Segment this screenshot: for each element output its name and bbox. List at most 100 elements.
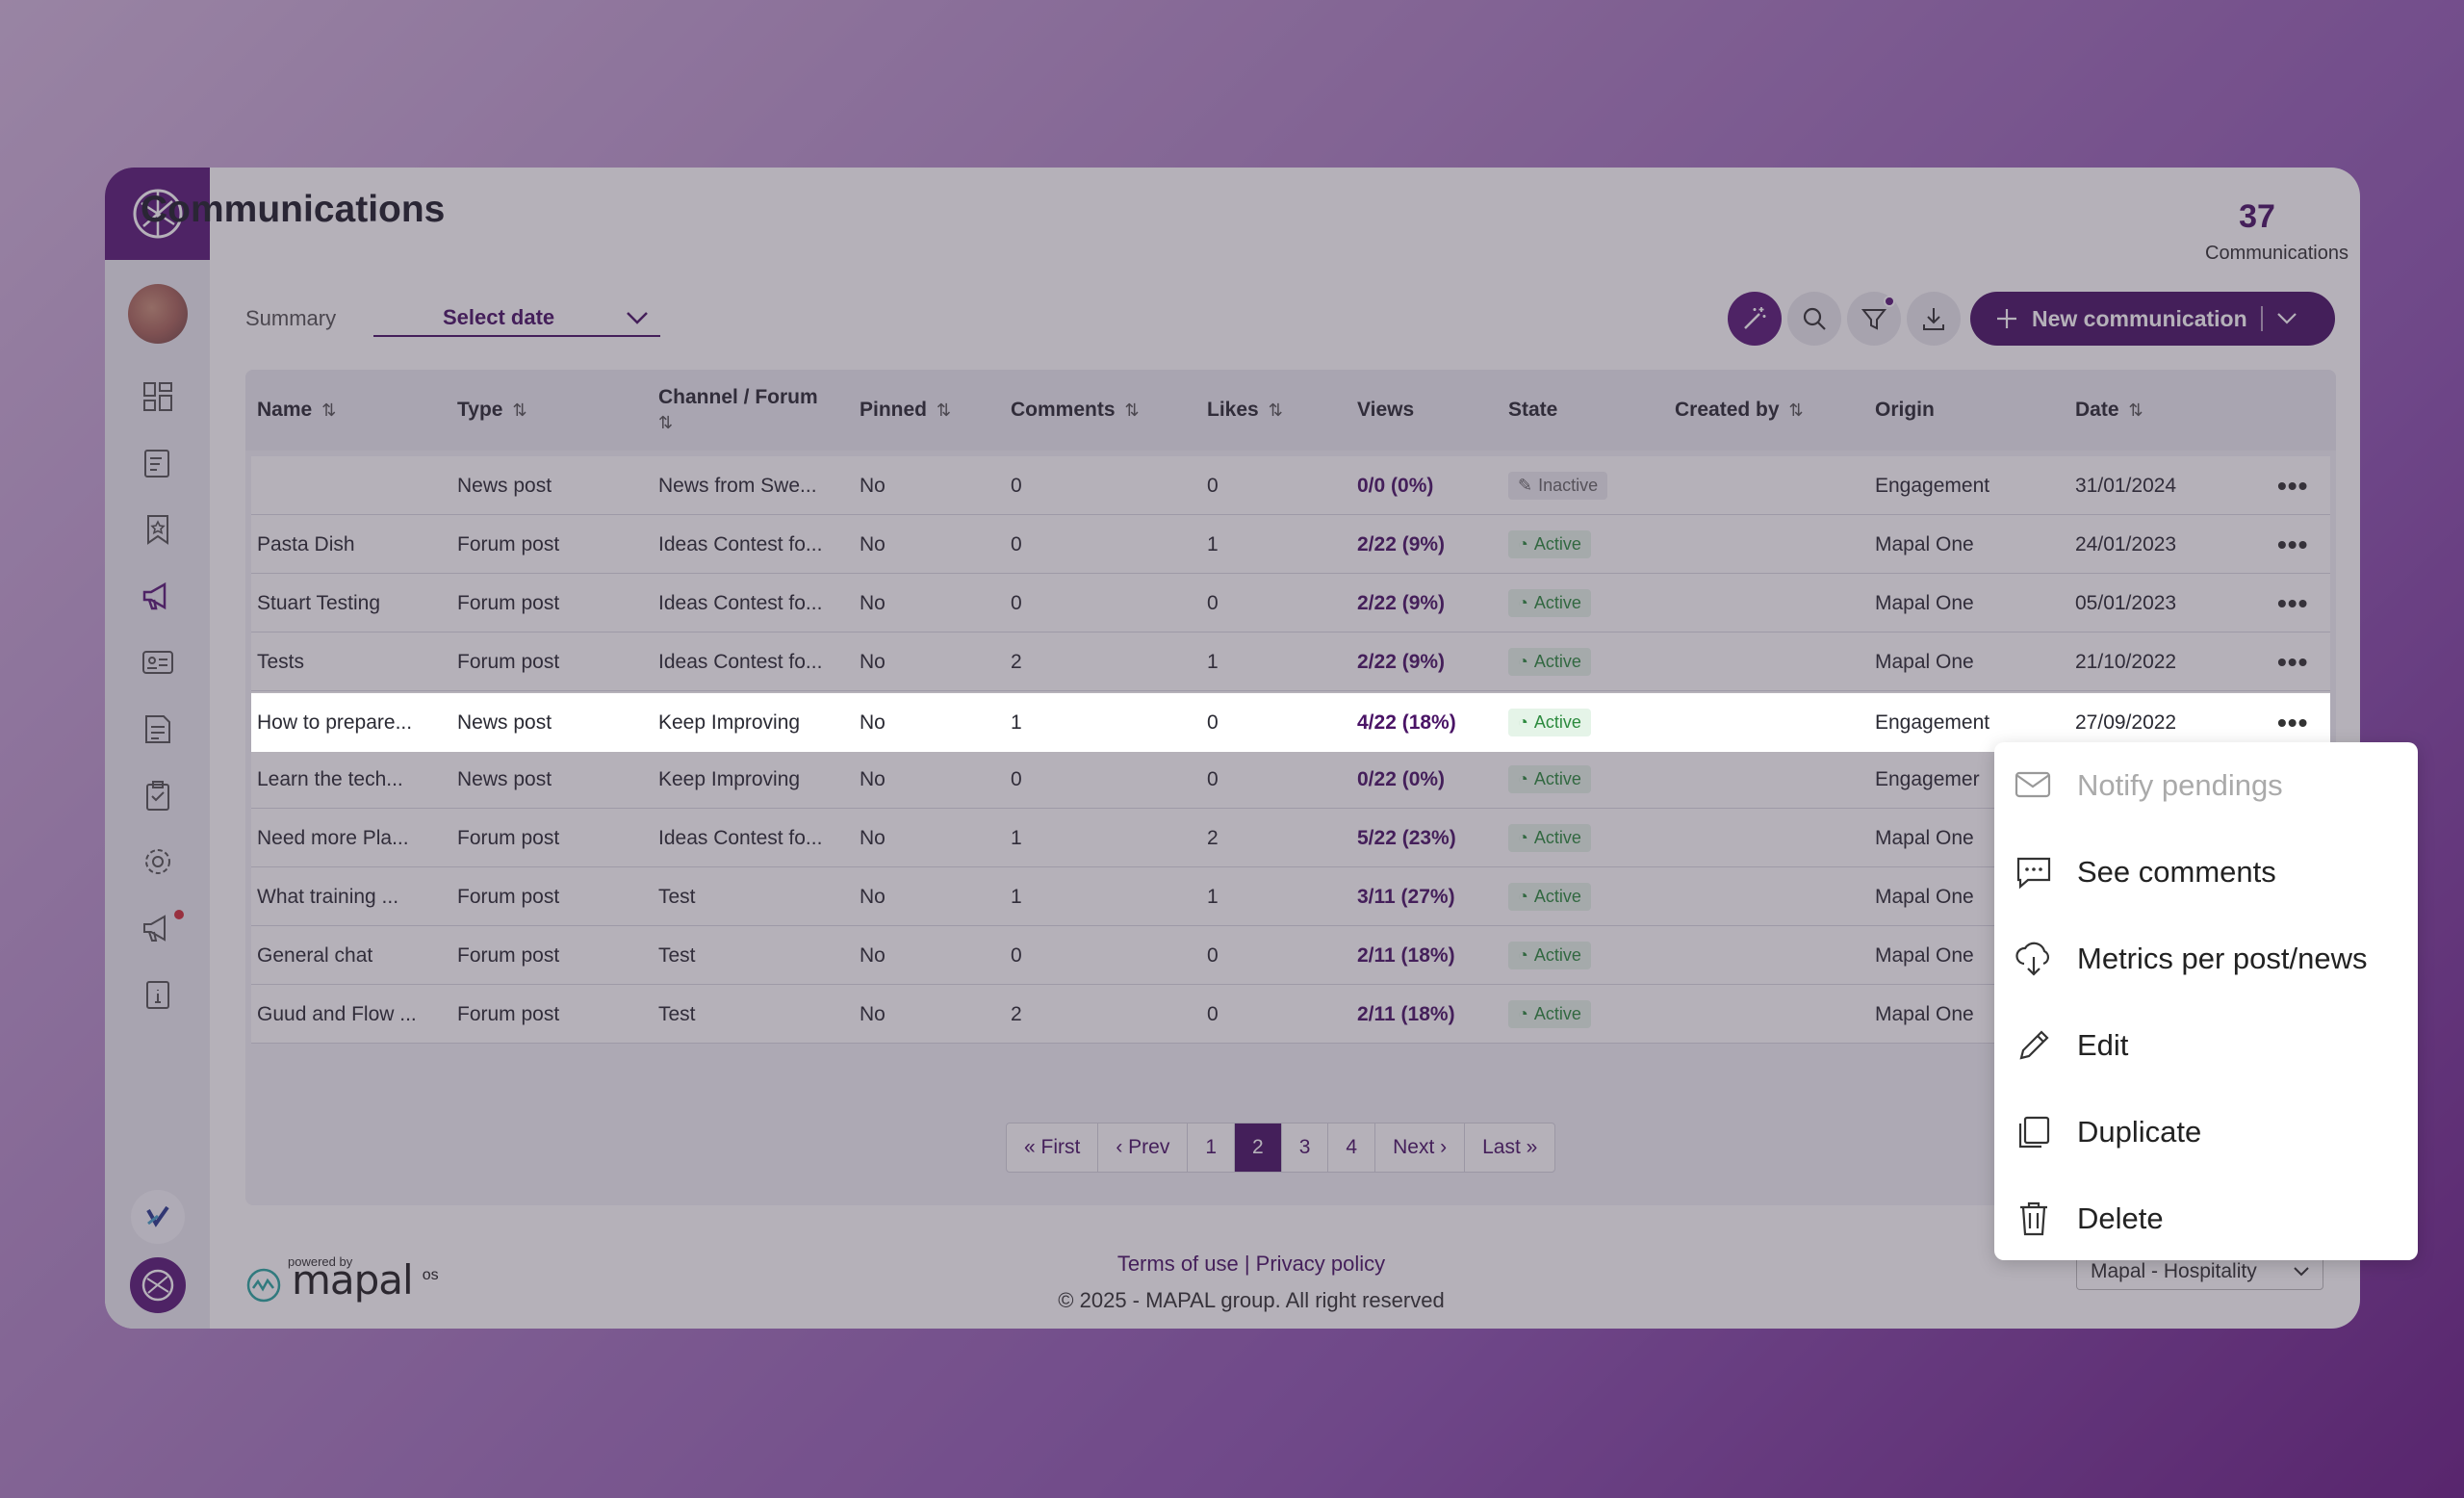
table-row[interactable]: News post News from Swe... No 0 0 0/0 (0%) ✎ In… <box>251 456 2330 515</box>
clipboard-icon[interactable] <box>105 762 210 828</box>
cell-likes: 1 <box>1207 532 1219 555</box>
document-icon[interactable] <box>105 695 210 762</box>
menu-item-edit[interactable]: Edit <box>1994 1002 2418 1089</box>
header-type[interactable]: Type ⇅ <box>457 399 527 421</box>
cell-state: ◔Active <box>1508 574 1591 633</box>
info-icon[interactable] <box>105 961 210 1027</box>
more-options-icon[interactable]: ••• <box>2277 587 2309 618</box>
page-button[interactable]: 1 <box>1188 1124 1236 1172</box>
cell-date: 24/01/2023 <box>2075 532 2177 555</box>
more-options-icon[interactable]: ••• <box>2277 529 2309 559</box>
app-logo[interactable] <box>105 168 210 260</box>
cell-comments: 0 <box>1011 532 1022 555</box>
magic-wand-icon <box>1744 307 1766 329</box>
globe-app-icon[interactable] <box>129 1257 186 1313</box>
table-row[interactable]: Learn the tech... News post Keep Improving… <box>251 750 2330 809</box>
page-button[interactable]: ‹ Prev <box>1098 1124 1189 1172</box>
header-comments[interactable]: Comments ⇅ <box>1011 399 1140 421</box>
mapal-switch-icon[interactable] <box>130 1190 185 1244</box>
cell-views[interactable]: 0/0 (0%) <box>1357 474 1434 497</box>
filter-button[interactable] <box>1847 292 1901 346</box>
cell-state: ◔Active <box>1508 985 1591 1044</box>
menu-item-delete[interactable]: Delete <box>1994 1175 2418 1262</box>
table-row[interactable]: General chat Forum post Test No 0 0 2/11 (18%)… <box>251 926 2330 985</box>
cell-views[interactable]: 2/22 (9%) <box>1357 650 1446 673</box>
gear-icon[interactable] <box>105 828 210 894</box>
avatar[interactable] <box>127 284 188 344</box>
announcement-icon[interactable] <box>105 894 210 961</box>
cell-likes: 0 <box>1207 767 1219 790</box>
header-date[interactable]: Date ⇅ <box>2075 399 2143 421</box>
table-row[interactable]: What training ... Forum post Test No 1 1 3/11 … <box>251 867 2330 926</box>
chevron-down-icon[interactable] <box>2276 312 2297 325</box>
cell-channel: Ideas Contest fo... <box>658 650 823 673</box>
page-button[interactable]: 4 <box>1328 1124 1376 1172</box>
cell-views[interactable]: 3/11 (27%) <box>1357 885 1455 908</box>
more-options-icon[interactable]: ••• <box>2277 646 2309 677</box>
menu-item-see-comments[interactable]: See comments <box>1994 829 2418 916</box>
cell-channel: Test <box>658 943 696 967</box>
status-badge: ✎ Inactive <box>1508 472 1608 500</box>
status-badge: ◔Active <box>1508 1000 1591 1028</box>
table-row[interactable]: How to prepare... News post Keep Improving… <box>251 693 2330 752</box>
cell-views[interactable]: 2/11 (18%) <box>1357 1002 1455 1025</box>
menu-item-notify-pendings[interactable]: Notify pendings <box>1994 742 2418 829</box>
download-button[interactable] <box>1907 292 1961 346</box>
header-channel[interactable]: Channel / Forum ⇅ <box>658 370 818 451</box>
table-row[interactable]: Need more Pla... Forum post Ideas Contest … <box>251 809 2330 867</box>
table-row[interactable]: Pasta Dish Forum post Ideas Contest fo... N… <box>251 515 2330 574</box>
header-created-by[interactable]: Created by ⇅ <box>1675 399 1804 421</box>
menu-item-metrics-per-post-news[interactable]: Metrics per post/news <box>1994 916 2418 1002</box>
cell-channel: Keep Improving <box>658 710 801 734</box>
page-button[interactable]: « First <box>1007 1124 1099 1172</box>
header-name[interactable]: Name ⇅ <box>257 399 337 421</box>
cell-views[interactable]: 5/22 (23%) <box>1357 826 1456 849</box>
cell-channel: Ideas Contest fo... <box>658 826 823 849</box>
cell-name: Guud and Flow ... <box>257 1002 417 1025</box>
cell-name: General chat <box>257 943 373 967</box>
status-badge: ◔Active <box>1508 942 1591 969</box>
cell-views[interactable]: 4/22 (18%) <box>1357 710 1456 734</box>
date-select-value: Select date <box>443 305 555 329</box>
page-button[interactable]: 3 <box>1282 1124 1329 1172</box>
highlighted-row[interactable]: How to prepare... News post Keep Improving… <box>251 693 2330 752</box>
table-row[interactable]: Stuart Testing Forum post Ideas Contest fo… <box>251 574 2330 633</box>
page-button[interactable]: Next › <box>1375 1124 1466 1172</box>
date-select[interactable]: Select date <box>373 300 660 337</box>
cell-origin: Engagement <box>1875 710 1990 734</box>
cell-type: News post <box>457 710 552 734</box>
id-card-icon[interactable] <box>105 629 210 695</box>
table-row[interactable]: Tests Forum post Ideas Contest fo... No 2 1 2/… <box>251 633 2330 691</box>
table-row[interactable]: Guud and Flow ... Forum post Test No 2 0 2/11 … <box>251 985 2330 1044</box>
notepad-icon[interactable] <box>105 429 210 496</box>
more-options-icon[interactable]: ••• <box>2277 707 2309 737</box>
header-pinned[interactable]: Pinned ⇅ <box>860 399 952 421</box>
search-button[interactable] <box>1787 292 1841 346</box>
cell-views[interactable]: 2/22 (9%) <box>1357 591 1446 614</box>
cell-name: Need more Pla... <box>257 826 409 849</box>
pagination: « First ‹ Prev 1 2 3 4 Next › Last » <box>1006 1123 1556 1173</box>
dashboard-icon[interactable] <box>105 363 210 429</box>
sidebar <box>105 168 210 1329</box>
page-button[interactable]: Last » <box>1482 1136 1538 1158</box>
communications-count: 37 <box>2239 198 2275 235</box>
footer-links[interactable]: Terms of use | Privacy policy <box>1116 1252 1386 1276</box>
cell-views[interactable]: 2/11 (18%) <box>1357 943 1455 967</box>
communications-count-label: Communications <box>2205 243 2348 264</box>
cell-views[interactable]: 0/22 (0%) <box>1357 767 1446 790</box>
magic-wand-button[interactable] <box>1728 292 1782 346</box>
menu-item-duplicate[interactable]: Duplicate <box>1994 1089 2418 1175</box>
cell-channel: News from Swe... <box>658 474 817 497</box>
cell-state: ◔Active <box>1508 693 1591 752</box>
bookmark-star-icon[interactable] <box>105 496 210 562</box>
sort-icon: ⇅ <box>512 400 527 420</box>
cell-type: Forum post <box>457 650 560 673</box>
header-likes[interactable]: Likes ⇅ <box>1207 399 1283 421</box>
cell-views[interactable]: 2/22 (9%) <box>1357 532 1446 555</box>
page-button[interactable]: 2 <box>1235 1124 1282 1172</box>
download-icon <box>1923 308 1944 330</box>
megaphone-icon[interactable] <box>105 562 210 629</box>
more-options-icon[interactable]: ••• <box>2277 470 2309 501</box>
new-communication-button[interactable]: New communication <box>1970 292 2335 346</box>
cell-pinned: No <box>860 885 886 908</box>
